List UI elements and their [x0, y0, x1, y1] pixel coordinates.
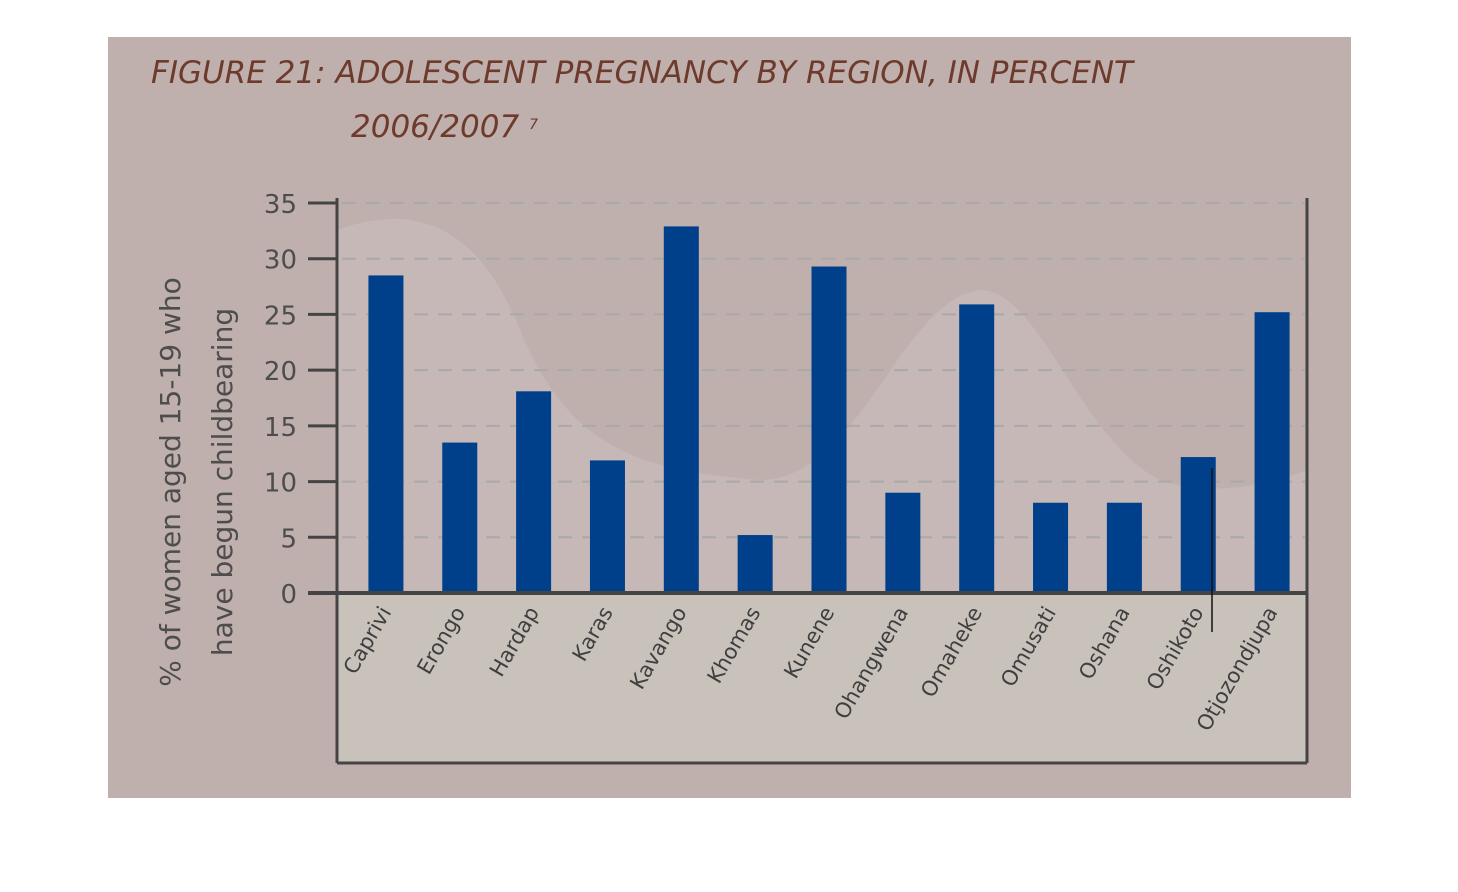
y-tick-label: 20	[264, 357, 297, 387]
background-wave	[337, 218, 1307, 594]
axes	[308, 198, 1309, 765]
y-axis-label-line-2: have begun childbearing	[206, 308, 239, 656]
bar-karas	[589, 460, 625, 593]
bar-khomas	[737, 535, 773, 593]
bar-kavango	[663, 226, 699, 593]
y-tick-labels: 0 5 10 15 20 25 30 35	[264, 190, 297, 610]
y-tick-label: 0	[280, 580, 297, 610]
footnote-marker: 7	[529, 117, 539, 133]
y-axis-label: % of women aged 15-19 who have begun chil…	[154, 277, 239, 686]
y-tick-label: 35	[264, 190, 297, 220]
category-panel	[337, 593, 1307, 763]
y-tick-label: 30	[264, 246, 297, 276]
chart-subtitle-text: 2006/2007	[351, 109, 520, 145]
chart-subtitle: 2006/2007 7	[351, 109, 538, 145]
bar-oshana	[1106, 502, 1142, 593]
y-axis-label-line-1: % of women aged 15-19 who	[154, 277, 187, 686]
bars	[368, 226, 1290, 593]
bar-otjozondjupa	[1254, 312, 1290, 593]
y-tick-label: 15	[264, 413, 297, 443]
bar-hardap	[516, 391, 552, 593]
background-shapes	[337, 218, 1307, 763]
bar-ohangwena	[885, 492, 921, 593]
bar-omusati	[1033, 502, 1069, 593]
bar-omaheke	[959, 304, 995, 593]
bar-erongo	[442, 442, 478, 593]
bar-kunene	[811, 266, 847, 593]
y-tick-label: 25	[264, 301, 297, 331]
bar-caprivi	[368, 275, 404, 593]
y-tick-label: 10	[264, 469, 297, 499]
chart-title: FIGURE 21: ADOLESCENT PREGNANCY BY REGIO…	[151, 55, 1133, 91]
bar-oshikoto	[1180, 457, 1216, 593]
y-tick-label: 5	[280, 524, 297, 554]
